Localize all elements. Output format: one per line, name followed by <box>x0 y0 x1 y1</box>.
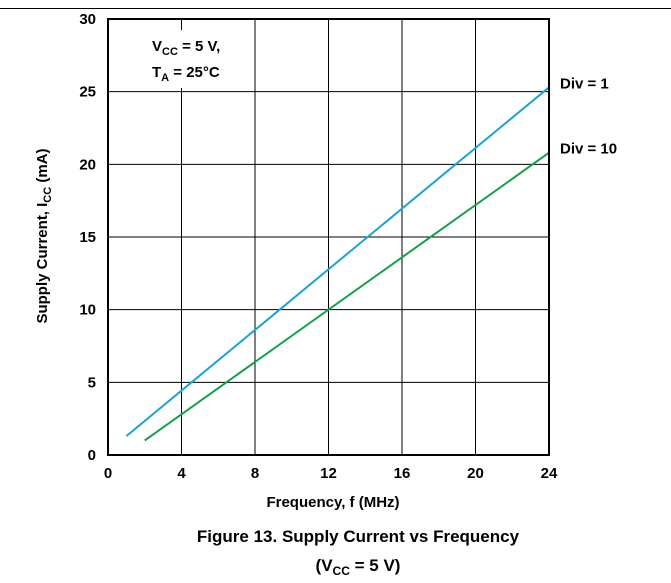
series-line-2 <box>144 151 550 442</box>
series-label-1: Div = 1 <box>560 75 609 92</box>
figure-caption: Figure 13. Supply Current vs Frequency <box>197 527 520 546</box>
x-axis-label: Frequency, f (MHz) <box>266 494 399 511</box>
y-tick-label: 5 <box>88 374 96 391</box>
series-labels: Div = 1 Div = 10 <box>560 75 617 157</box>
figure-caption-subtitle: (VCC = 5 V) <box>316 556 401 578</box>
y-tick-label: 20 <box>79 156 96 173</box>
x-tick-label: 0 <box>104 465 112 482</box>
y-tick-label: 30 <box>79 11 96 28</box>
y-tick-label: 25 <box>79 84 96 101</box>
series-label-2: Div = 10 <box>560 141 617 158</box>
x-tick-label: 4 <box>177 465 186 482</box>
plot-frame <box>107 18 550 456</box>
x-tick-labels: 0 4 8 12 16 20 24 <box>104 465 558 482</box>
x-tick-label: 24 <box>541 465 558 482</box>
x-tick-label: 8 <box>251 465 259 482</box>
x-tick-label: 12 <box>320 465 337 482</box>
y-tick-labels: 0 5 10 15 20 25 30 <box>79 11 96 464</box>
y-axis-label: Supply Current, ICC (mA) <box>34 148 54 323</box>
top-rule <box>0 8 671 9</box>
annotation-vcc: VCC = 5 V, <box>152 38 220 58</box>
annotation-ta: TA = 25°C <box>152 64 220 84</box>
x-tick-label: 16 <box>394 465 411 482</box>
x-tick-label: 20 <box>467 465 484 482</box>
y-tick-label: 0 <box>88 447 96 464</box>
annotation-box <box>138 30 246 88</box>
series-lines <box>125 86 550 442</box>
grid <box>108 19 549 455</box>
series-line-1 <box>125 86 550 437</box>
y-tick-label: 10 <box>79 302 96 319</box>
y-tick-label: 15 <box>79 229 96 246</box>
